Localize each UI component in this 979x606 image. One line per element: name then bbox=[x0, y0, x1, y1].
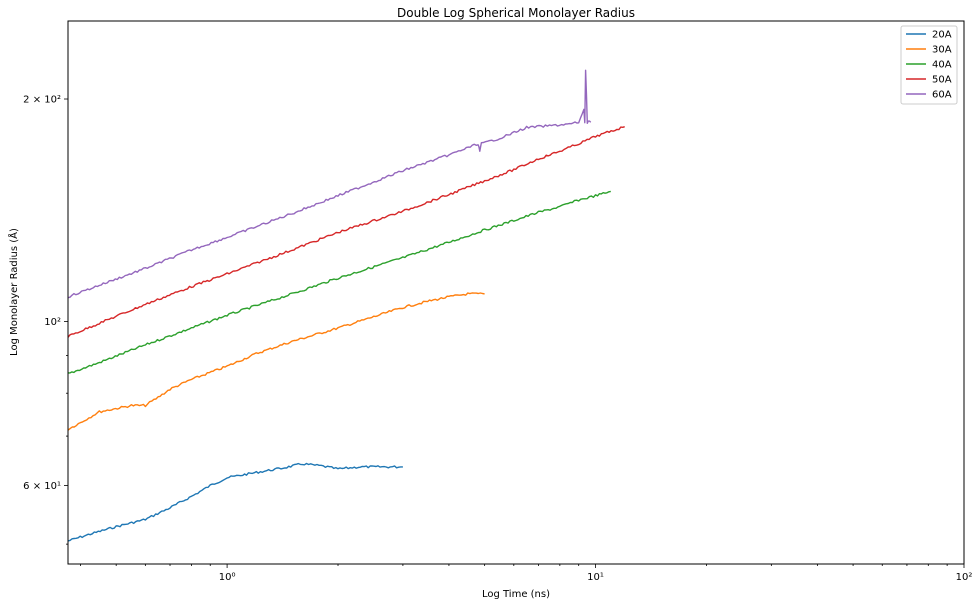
x-axis-label: Log Time (ns) bbox=[482, 589, 550, 600]
legend: 20A 30A 40A 50A 60A bbox=[900, 25, 958, 105]
legend-box bbox=[900, 25, 958, 105]
plot-frame bbox=[67, 20, 965, 565]
y-tick-label: 10² bbox=[44, 317, 61, 328]
x-tick-label: 10⁰ bbox=[219, 572, 236, 583]
legend-label: 40A bbox=[932, 60, 952, 71]
series-line-30A bbox=[67, 292, 485, 431]
x-tick-label: 10¹ bbox=[587, 572, 604, 583]
series-line-60A bbox=[67, 69, 592, 299]
y-axis-label: Log Monolayer Radius (Å) bbox=[7, 228, 20, 356]
y-tick-label: 6 × 10¹ bbox=[23, 481, 61, 492]
series-line-50A bbox=[67, 126, 625, 338]
y-axis-ticks: 6 × 10¹ 10² 2 × 10² bbox=[23, 95, 68, 492]
chart-title: Double Log Spherical Monolayer Radius bbox=[397, 6, 635, 20]
series-line-20A bbox=[67, 462, 403, 542]
legend-label: 20A bbox=[932, 30, 952, 41]
legend-label: 60A bbox=[932, 90, 952, 101]
legend-label: 30A bbox=[932, 45, 952, 56]
x-tick-label: 10² bbox=[956, 572, 973, 583]
series-line-40A bbox=[68, 190, 611, 374]
y-tick-label: 2 × 10² bbox=[23, 95, 61, 106]
legend-label: 50A bbox=[932, 75, 952, 86]
x-axis-ticks: 10⁰ 10¹ 10² bbox=[80, 564, 972, 583]
series-group bbox=[67, 69, 625, 542]
